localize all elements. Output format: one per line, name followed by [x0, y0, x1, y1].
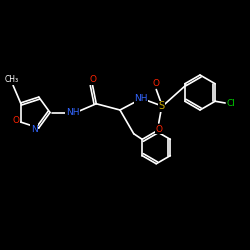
Text: O: O: [153, 78, 160, 88]
Text: NH: NH: [66, 108, 79, 117]
Text: O: O: [12, 116, 20, 125]
Text: S: S: [158, 101, 164, 111]
Text: N: N: [31, 125, 38, 134]
Text: O: O: [89, 76, 96, 84]
Text: Cl: Cl: [227, 99, 236, 108]
Text: NH: NH: [134, 94, 148, 103]
Text: CH₃: CH₃: [5, 76, 19, 84]
Text: O: O: [155, 125, 162, 134]
